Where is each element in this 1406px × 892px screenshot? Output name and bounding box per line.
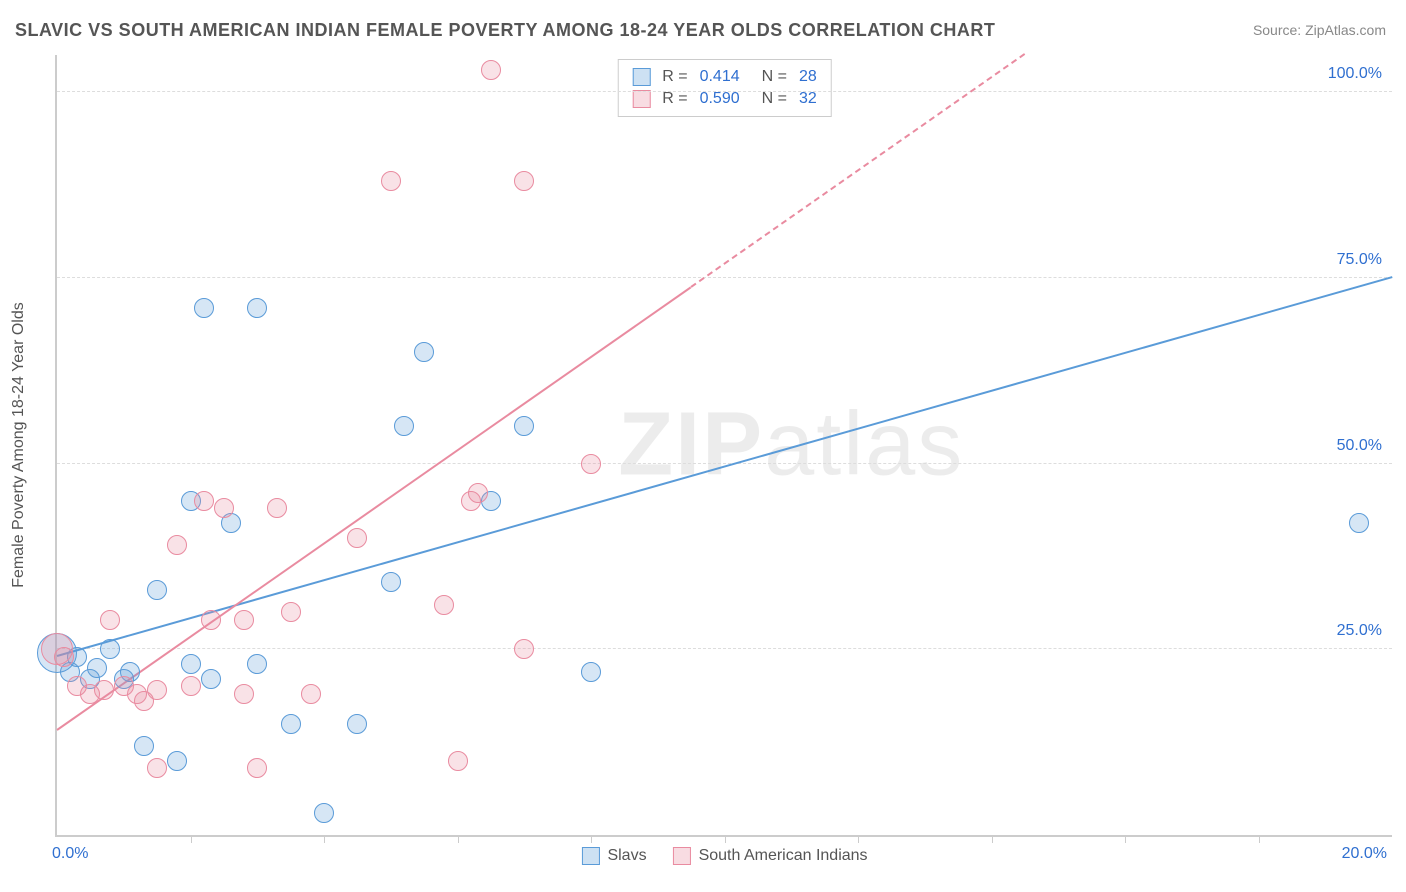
x-tick [591, 835, 592, 843]
data-point [181, 676, 201, 696]
data-point [134, 736, 154, 756]
data-point [281, 602, 301, 622]
r-label: R = [662, 68, 687, 86]
data-point [247, 654, 267, 674]
x-tick [858, 835, 859, 843]
data-point [167, 535, 187, 555]
gridline [57, 91, 1392, 92]
series-swatch [632, 68, 650, 86]
x-tick [1259, 835, 1260, 843]
data-point [394, 416, 414, 436]
data-point [234, 610, 254, 630]
data-point [147, 680, 167, 700]
data-point [514, 171, 534, 191]
data-point [181, 654, 201, 674]
data-point [347, 528, 367, 548]
data-point [147, 758, 167, 778]
y-axis-title: Female Poverty Among 18-24 Year Olds [10, 302, 28, 588]
n-label: N = [762, 68, 787, 86]
x-axis-min-label: 0.0% [52, 845, 88, 863]
data-point [381, 572, 401, 592]
data-point [381, 171, 401, 191]
data-point [301, 684, 321, 704]
legend-item: South American Indians [673, 847, 868, 865]
r-value: 0.414 [700, 68, 740, 86]
data-point [581, 454, 601, 474]
x-tick [458, 835, 459, 843]
x-axis-max-label: 20.0% [1342, 845, 1387, 863]
x-tick [992, 835, 993, 843]
y-tick-label: 50.0% [1337, 437, 1382, 455]
stats-row: R = 0.414 N = 28 [632, 66, 817, 88]
data-point [347, 714, 367, 734]
data-point [514, 639, 534, 659]
data-point [234, 684, 254, 704]
data-point [201, 669, 221, 689]
n-value: 28 [799, 68, 817, 86]
data-point [414, 342, 434, 362]
y-tick-label: 75.0% [1337, 251, 1382, 269]
source-label: Source: ZipAtlas.com [1253, 22, 1386, 38]
series-legend: Slavs South American Indians [581, 847, 867, 865]
x-tick [324, 835, 325, 843]
r-label: R = [662, 90, 687, 108]
data-point [94, 680, 114, 700]
chart-title: SLAVIC VS SOUTH AMERICAN INDIAN FEMALE P… [15, 20, 995, 41]
x-tick [191, 835, 192, 843]
data-point [434, 595, 454, 615]
n-label: N = [762, 90, 787, 108]
gridline [57, 648, 1392, 649]
trendline [57, 276, 1393, 657]
series-swatch [673, 847, 691, 865]
data-point [1349, 513, 1369, 533]
data-point [214, 498, 234, 518]
chart-container: SLAVIC VS SOUTH AMERICAN INDIAN FEMALE P… [0, 0, 1406, 892]
series-swatch [581, 847, 599, 865]
data-point [100, 639, 120, 659]
data-point [167, 751, 187, 771]
data-point [100, 610, 120, 630]
plot-area: Female Poverty Among 18-24 Year Olds ZIP… [55, 55, 1392, 837]
gridline [57, 463, 1392, 464]
data-point [267, 498, 287, 518]
legend-item: Slavs [581, 847, 646, 865]
data-point [147, 580, 167, 600]
legend-label: South American Indians [699, 847, 868, 865]
data-point [514, 416, 534, 436]
r-value: 0.590 [700, 90, 740, 108]
data-point [54, 647, 74, 667]
data-point [314, 803, 334, 823]
y-tick-label: 100.0% [1328, 65, 1382, 83]
data-point [448, 751, 468, 771]
data-point [247, 758, 267, 778]
data-point [581, 662, 601, 682]
data-point [468, 483, 488, 503]
x-tick [1125, 835, 1126, 843]
data-point [194, 298, 214, 318]
gridline [57, 277, 1392, 278]
data-point [201, 610, 221, 630]
data-point [87, 658, 107, 678]
data-point [281, 714, 301, 734]
correlation-stats-box: R = 0.414 N = 28 R = 0.590 N = 32 [617, 59, 832, 117]
series-swatch [632, 90, 650, 108]
n-value: 32 [799, 90, 817, 108]
data-point [481, 60, 501, 80]
legend-label: Slavs [607, 847, 646, 865]
data-point [247, 298, 267, 318]
data-point [194, 491, 214, 511]
y-tick-label: 25.0% [1337, 622, 1382, 640]
x-tick [725, 835, 726, 843]
